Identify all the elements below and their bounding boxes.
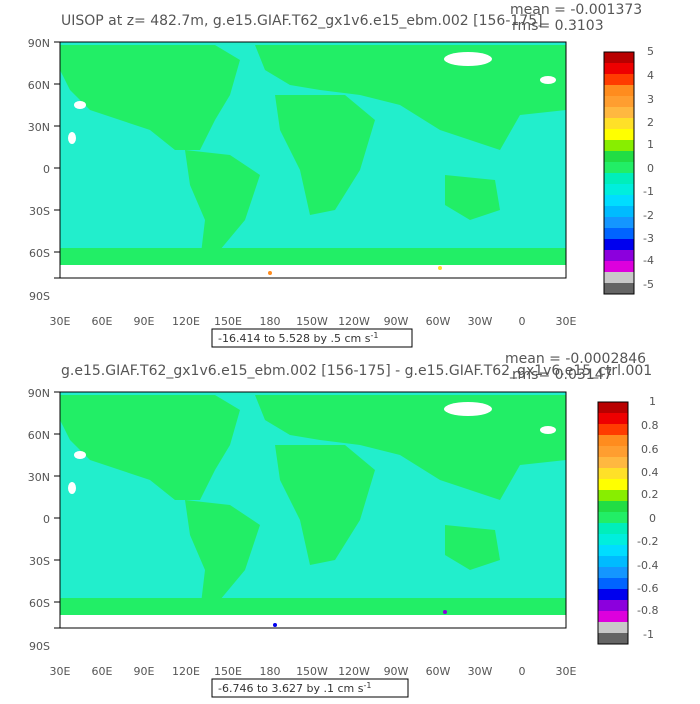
map-panel-top: UISOP at z= 482.7m, g.e15.GIAF.T62_gx1v6… xyxy=(0,0,700,350)
colorbar-label: 2 xyxy=(647,116,654,129)
lon-tick-label: 120E xyxy=(172,315,200,328)
lon-tick-label: 30E xyxy=(50,315,71,328)
lon-tick-label: 30E xyxy=(556,665,577,678)
lon-tick-label: 180 xyxy=(260,665,281,678)
panel-title: g.e15.GIAF.T62_gx1v6.e15_ebm.002 [156-17… xyxy=(61,363,652,379)
colorbar-labels: 5 4 3 2 1 0 -1 -2 -3 -4 -5 xyxy=(643,45,654,291)
colorbar-label: 1 xyxy=(647,138,654,151)
lat-tick-label: 30N xyxy=(28,121,50,134)
map-frame xyxy=(59,391,567,629)
colorbar-labels: 1 0.8 0.6 0.4 0.2 0 -0.2 -0.4 -0.6 -0.8 … xyxy=(637,395,659,641)
lon-tick-label: 30W xyxy=(468,315,493,328)
colorbar-label: -4 xyxy=(643,254,654,267)
lat-tick-label: 90N xyxy=(28,387,50,400)
range-box xyxy=(211,328,413,348)
panel-title: UISOP at z= 482.7m, g.e15.GIAF.T62_gx1v6… xyxy=(61,13,543,29)
map-area xyxy=(60,392,566,628)
colorbar-label: -0.4 xyxy=(637,559,658,572)
colorbar-label: 0.2 xyxy=(641,488,659,501)
colorbar-label: 3 xyxy=(647,93,654,106)
lon-tick-label: 90W xyxy=(384,665,409,678)
lon-tick-label: 180 xyxy=(260,315,281,328)
lon-tick-label: 30E xyxy=(50,665,71,678)
land-australia xyxy=(445,175,500,220)
colorbar-label: 0 xyxy=(647,162,654,175)
mean-value: mean = -0.0002846 xyxy=(505,351,646,367)
colorbar-label: 0.6 xyxy=(641,443,659,456)
lat-tick-label: 60N xyxy=(28,429,50,442)
colorbar-label: -0.2 xyxy=(637,535,658,548)
colorbar-label: -2 xyxy=(643,209,654,222)
lon-tick-label: 60W xyxy=(426,665,451,678)
lat-axis: 90N 60N 30N 0 30S 60S 90S xyxy=(28,387,60,653)
lon-axis: 30E 60E 90E 120E 150E 180 150W 120W 90W … xyxy=(50,665,577,678)
lat-tick-label: 60S xyxy=(29,597,50,610)
lon-tick-label: 150E xyxy=(214,665,242,678)
lat-tick-label: 60N xyxy=(28,79,50,92)
lon-tick-label: 90E xyxy=(134,315,155,328)
lon-tick-label: 150E xyxy=(214,315,242,328)
lon-tick-label: 120E xyxy=(172,665,200,678)
colorbar xyxy=(597,401,629,645)
rms-value: rms= 0.03147 xyxy=(512,367,613,383)
colorbar-label: -0.6 xyxy=(637,582,658,595)
lon-tick-label: 0 xyxy=(519,315,526,328)
range-box xyxy=(211,678,409,698)
lat-tick-label: 90S xyxy=(29,640,50,653)
land-south-america xyxy=(185,150,260,262)
colorbar-label: -0.8 xyxy=(637,604,658,617)
lat-tick-label: 30S xyxy=(29,555,50,568)
lon-tick-label: 0 xyxy=(519,665,526,678)
land-africa xyxy=(275,95,375,215)
lat-tick-label: 90S xyxy=(29,290,50,303)
lon-tick-label: 60W xyxy=(426,315,451,328)
range-label: -6.746 to 3.627 by .1 cm s-1 xyxy=(218,681,371,695)
lat-axis: 90N 60N 30N 0 30S 60S 90S xyxy=(28,37,60,303)
colorbar xyxy=(603,51,635,295)
ice-strip xyxy=(60,265,566,278)
colorbar-label: 5 xyxy=(647,45,654,58)
colorbar-label: 0 xyxy=(649,512,656,525)
lon-axis: 30E 60E 90E 120E 150E 180 150W 120W 90W … xyxy=(50,315,577,328)
lon-tick-label: 30W xyxy=(468,665,493,678)
lon-tick-label: 60E xyxy=(92,665,113,678)
rms-value: rms= 0.3103 xyxy=(512,18,604,34)
lon-tick-label: 150W xyxy=(296,315,328,328)
colorbar-label: 1 xyxy=(649,395,656,408)
lon-tick-label: 60E xyxy=(92,315,113,328)
lon-tick-label: 120W xyxy=(338,315,370,328)
lon-tick-label: 150W xyxy=(296,665,328,678)
lat-tick-label: 30N xyxy=(28,471,50,484)
land-north-america xyxy=(60,45,240,150)
colorbar-label: 0.8 xyxy=(641,419,659,432)
colorbar-label: -1 xyxy=(643,185,654,198)
lat-tick-label: 90N xyxy=(28,37,50,50)
colorbar-label: -3 xyxy=(643,232,654,245)
land-eurasia xyxy=(255,45,566,150)
lon-tick-label: 30E xyxy=(556,315,577,328)
lat-tick-label: 30S xyxy=(29,205,50,218)
lon-tick-label: 120W xyxy=(338,665,370,678)
greenland-ice xyxy=(444,52,492,66)
map-area xyxy=(60,42,566,278)
map-panel-bottom: g.e15.GIAF.T62_gx1v6.e15_ebm.002 [156-17… xyxy=(0,350,700,700)
colorbar-label: 4 xyxy=(647,69,654,82)
range-label: -16.414 to 5.528 by .5 cm s-1 xyxy=(218,331,378,345)
colorbar-label: 0.4 xyxy=(641,466,659,479)
lat-tick-label: 60S xyxy=(29,247,50,260)
colorbar-label: -1 xyxy=(643,628,654,641)
map-frame xyxy=(59,41,567,279)
colorbar-label: -5 xyxy=(643,278,654,291)
mean-value: mean = -0.001373 xyxy=(510,2,642,18)
lat-tick-label: 0 xyxy=(43,513,50,526)
lon-tick-label: 90E xyxy=(134,665,155,678)
lat-tick-label: 0 xyxy=(43,163,50,176)
lon-tick-label: 90W xyxy=(384,315,409,328)
